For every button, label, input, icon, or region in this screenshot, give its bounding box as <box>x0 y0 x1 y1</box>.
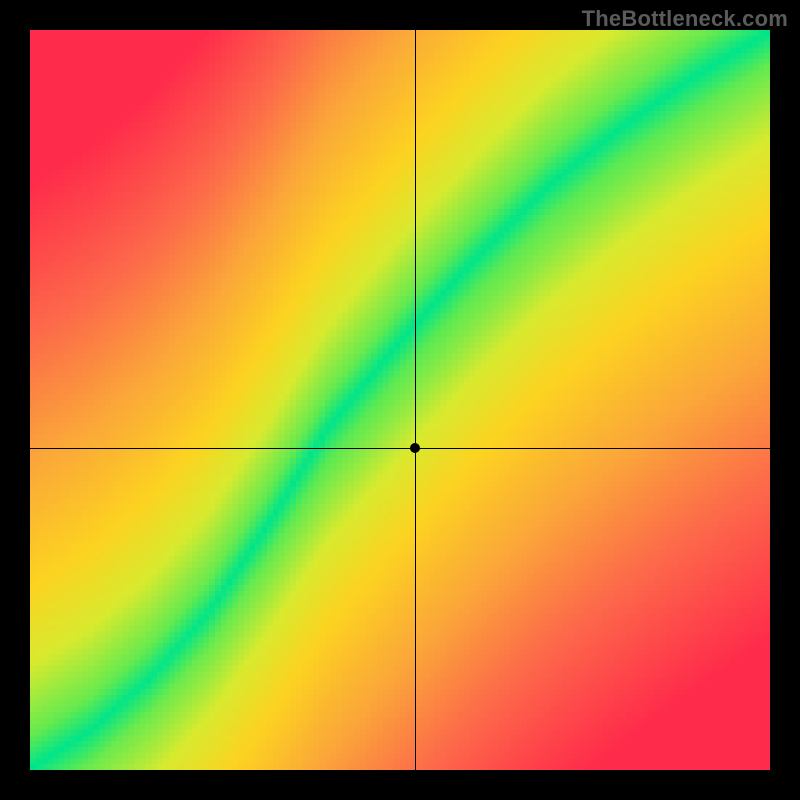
crosshair-horizontal <box>30 448 770 449</box>
heatmap-canvas <box>30 30 770 770</box>
heatmap-plot <box>30 30 770 770</box>
crosshair-vertical <box>415 30 416 770</box>
watermark-text: TheBottleneck.com <box>582 6 788 32</box>
crosshair-marker <box>410 443 420 453</box>
chart-frame: TheBottleneck.com <box>0 0 800 800</box>
